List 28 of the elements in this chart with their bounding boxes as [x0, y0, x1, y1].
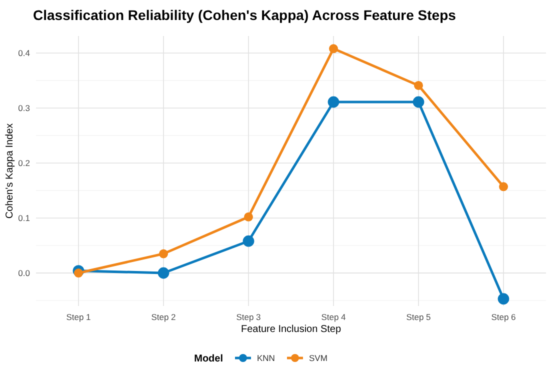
point — [242, 235, 254, 247]
x-tick-label: Step 1 — [66, 312, 92, 322]
point — [412, 96, 424, 108]
x-axis-title: Feature Inclusion Step — [240, 324, 342, 335]
y-tick-label: 0.2 — [18, 158, 30, 168]
point — [159, 249, 168, 258]
point — [328, 96, 340, 108]
point — [414, 80, 423, 90]
point — [498, 293, 510, 305]
point — [74, 268, 83, 278]
legend-label: KNN — [257, 352, 275, 363]
y-tick-label: 0.3 — [18, 103, 30, 114]
chart-title: Classification Reliability (Cohen's Kappa) Across Feature Steps — [33, 7, 456, 23]
x-tick-label: Step 2 — [151, 312, 176, 322]
x-tick-label: Step 6 — [491, 312, 516, 322]
legend-label: SVM — [309, 352, 328, 363]
legend-title: Model — [194, 354, 224, 364]
point — [158, 267, 170, 279]
y-axis-title: Cohen's Kappa Index — [4, 123, 16, 219]
point — [244, 212, 253, 222]
point — [499, 182, 508, 192]
x-tick-label: Step 5 — [406, 312, 432, 322]
y-tick-label: 0.0 — [18, 268, 30, 278]
point — [329, 44, 338, 54]
y-tick-label: 0.4 — [18, 48, 30, 58]
y-tick-label: 0.1 — [18, 212, 30, 223]
x-tick-label: Step 3 — [236, 312, 262, 322]
x-tick-label: Step 4 — [321, 312, 346, 322]
